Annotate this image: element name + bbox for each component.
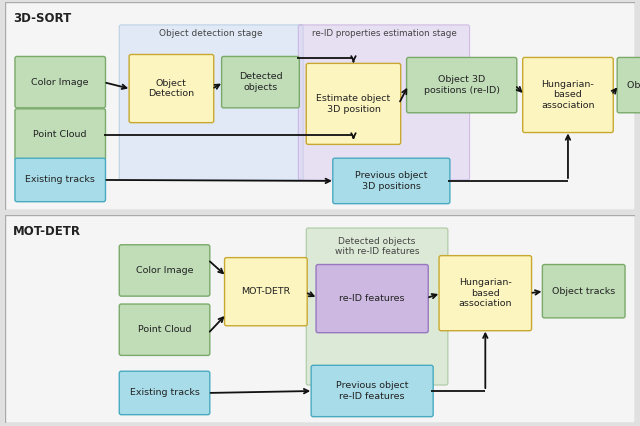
Text: Estimate object
3D position: Estimate object 3D position xyxy=(316,94,390,114)
Text: Detected objects
with re-ID features: Detected objects with re-ID features xyxy=(335,237,419,256)
FancyBboxPatch shape xyxy=(439,256,532,331)
Text: Previous object
re-ID features: Previous object re-ID features xyxy=(336,381,408,401)
FancyBboxPatch shape xyxy=(316,265,428,333)
Text: Detected
objects: Detected objects xyxy=(239,72,282,92)
Text: 3D-SORT: 3D-SORT xyxy=(13,12,71,25)
Text: Object tracks: Object tracks xyxy=(552,287,615,296)
Text: Existing tracks: Existing tracks xyxy=(129,389,200,397)
Text: MOT-DETR: MOT-DETR xyxy=(241,287,291,296)
Text: Color Image: Color Image xyxy=(31,78,89,86)
FancyBboxPatch shape xyxy=(225,258,307,326)
Text: re-ID features: re-ID features xyxy=(339,294,405,303)
Text: Object detection stage: Object detection stage xyxy=(159,29,262,38)
FancyBboxPatch shape xyxy=(523,58,613,132)
Text: Hungarian-
based
association: Hungarian- based association xyxy=(541,80,595,110)
FancyBboxPatch shape xyxy=(119,371,210,414)
FancyBboxPatch shape xyxy=(542,265,625,318)
Text: Color Image: Color Image xyxy=(136,266,193,275)
Text: Hungarian-
based
association: Hungarian- based association xyxy=(459,278,512,308)
FancyBboxPatch shape xyxy=(617,58,640,113)
FancyBboxPatch shape xyxy=(15,109,106,160)
Text: Point Cloud: Point Cloud xyxy=(138,325,191,334)
FancyBboxPatch shape xyxy=(406,58,517,113)
FancyBboxPatch shape xyxy=(15,158,106,201)
FancyBboxPatch shape xyxy=(119,304,210,355)
FancyBboxPatch shape xyxy=(306,63,401,144)
Text: Object 3D
positions (re-ID): Object 3D positions (re-ID) xyxy=(424,75,500,95)
FancyBboxPatch shape xyxy=(119,245,210,296)
Text: Previous object
3D positions: Previous object 3D positions xyxy=(355,171,428,191)
FancyBboxPatch shape xyxy=(15,57,106,108)
FancyBboxPatch shape xyxy=(221,57,300,108)
FancyBboxPatch shape xyxy=(298,25,470,180)
Text: Object
Detection: Object Detection xyxy=(148,79,195,98)
FancyBboxPatch shape xyxy=(119,25,303,180)
FancyBboxPatch shape xyxy=(306,228,448,385)
Text: Existing tracks: Existing tracks xyxy=(26,176,95,184)
Text: Object tracks: Object tracks xyxy=(627,81,640,89)
FancyBboxPatch shape xyxy=(311,365,433,417)
Text: MOT-DETR: MOT-DETR xyxy=(13,225,81,238)
FancyBboxPatch shape xyxy=(333,158,450,204)
Text: Point Cloud: Point Cloud xyxy=(33,130,87,139)
Text: re-ID properties estimation stage: re-ID properties estimation stage xyxy=(312,29,456,38)
FancyBboxPatch shape xyxy=(129,55,214,123)
